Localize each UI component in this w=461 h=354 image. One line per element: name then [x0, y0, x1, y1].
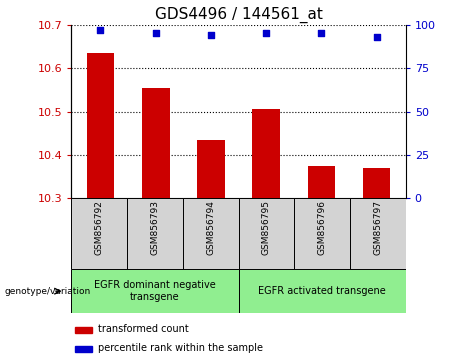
Point	[152, 30, 160, 36]
Text: percentile rank within the sample: percentile rank within the sample	[98, 343, 263, 353]
Title: GDS4496 / 144561_at: GDS4496 / 144561_at	[154, 7, 323, 23]
Bar	[127, 198, 183, 269]
Text: GSM856794: GSM856794	[206, 200, 215, 255]
Point	[318, 30, 325, 36]
Text: GSM856797: GSM856797	[373, 200, 382, 255]
Text: EGFR activated transgene: EGFR activated transgene	[258, 286, 386, 296]
Bar	[142, 88, 170, 198]
Bar	[71, 198, 127, 269]
Bar	[238, 198, 294, 269]
Bar	[238, 269, 406, 313]
Text: genotype/variation: genotype/variation	[5, 287, 91, 296]
Text: transformed count: transformed count	[98, 324, 189, 334]
Bar	[183, 198, 238, 269]
Bar	[252, 109, 280, 198]
Point	[97, 27, 104, 33]
Bar	[363, 168, 390, 198]
Text: GSM856795: GSM856795	[262, 200, 271, 255]
Bar	[350, 198, 406, 269]
Bar	[75, 327, 91, 333]
Text: GSM856792: GSM856792	[95, 200, 104, 255]
Point	[262, 30, 270, 36]
Bar	[75, 347, 91, 352]
Point	[373, 34, 380, 40]
Bar	[71, 269, 239, 313]
Bar	[307, 166, 335, 198]
Bar	[294, 198, 350, 269]
Text: GSM856793: GSM856793	[150, 200, 160, 255]
Bar	[87, 53, 114, 198]
Text: GSM856796: GSM856796	[318, 200, 327, 255]
Bar	[197, 140, 225, 198]
Point	[207, 32, 215, 38]
Text: EGFR dominant negative
transgene: EGFR dominant negative transgene	[94, 280, 216, 302]
